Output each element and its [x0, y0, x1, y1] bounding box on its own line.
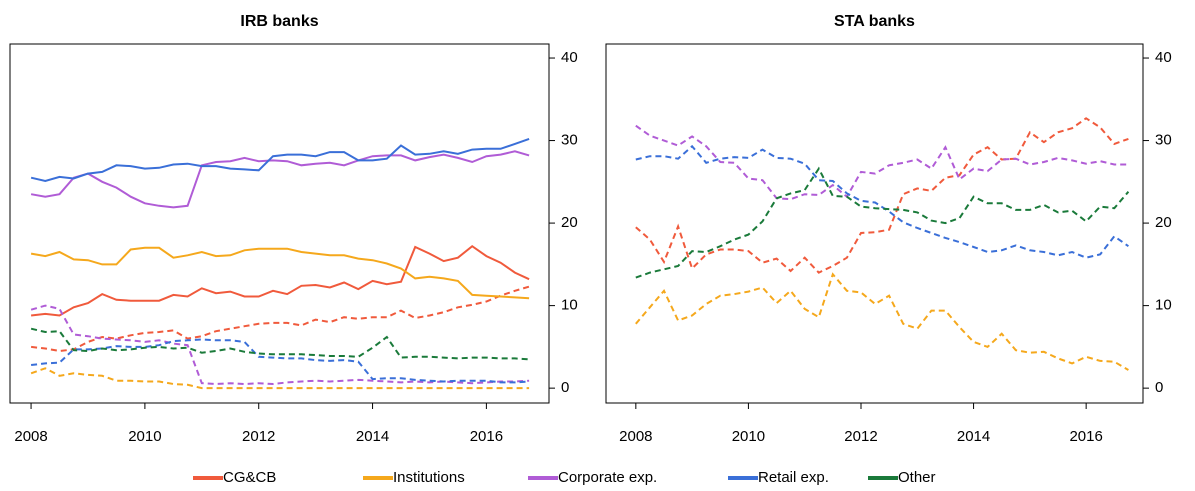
legend-label: Institutions [393, 469, 465, 486]
legend-label: Other [898, 469, 936, 486]
y-tick-label: 30 [561, 132, 578, 149]
x-tick-label: 2012 [844, 428, 877, 445]
y-tick-label: 10 [561, 297, 578, 314]
dashed-line [635, 144, 1129, 259]
x-tick-label: 2012 [242, 428, 275, 445]
x-tick-label: 2014 [957, 428, 990, 445]
dashed-line [30, 367, 530, 390]
solid-line [30, 244, 530, 317]
y-tick-label: 20 [1155, 214, 1172, 231]
dashed-line [30, 304, 530, 386]
x-tick-label: 2016 [1069, 428, 1102, 445]
dashed-line [635, 124, 1129, 201]
y-tick-label: 0 [1155, 379, 1163, 396]
dashed-line [30, 338, 530, 384]
plot-frame [605, 43, 1144, 404]
x-tick-label: 2008 [619, 428, 652, 445]
dashed-line [635, 117, 1129, 274]
y-tick-label: 30 [1155, 132, 1172, 149]
y-tick-label: 10 [1155, 297, 1172, 314]
dashed-line [30, 327, 530, 361]
panel-title: STA banks [834, 13, 915, 30]
x-tick-label: 2010 [732, 428, 765, 445]
x-tick-label: 2008 [14, 428, 47, 445]
legend-label: Corporate exp. [558, 469, 657, 486]
dashed-line [635, 166, 1130, 279]
y-tick-label: 40 [561, 49, 578, 66]
legend-label: CG&CB [223, 469, 276, 486]
solid-line [30, 137, 530, 183]
x-tick-label: 2010 [128, 428, 161, 445]
x-tick-label: 2016 [470, 428, 503, 445]
solid-line [30, 150, 530, 209]
panel-title: IRB banks [240, 13, 318, 30]
y-tick-label: 20 [561, 214, 578, 231]
legend-label: Retail exp. [758, 469, 829, 486]
y-tick-label: 40 [1155, 49, 1172, 66]
solid-line [30, 246, 530, 300]
x-tick-label: 2014 [356, 428, 389, 445]
y-tick-label: 0 [561, 379, 569, 396]
dashed-line [635, 272, 1129, 371]
